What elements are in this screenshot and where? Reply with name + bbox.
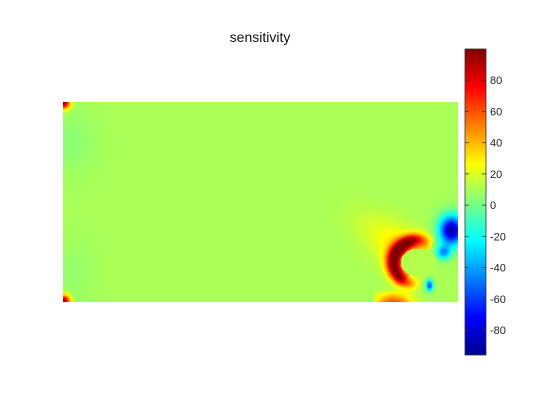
colorbar-tick-label: -80 (490, 325, 506, 337)
colorbar-tick-label: 0 (490, 200, 496, 212)
colorbar-tick-label: -60 (490, 294, 506, 306)
colorbar-tick-label: 60 (490, 106, 502, 118)
colorbar: 80 60 40 20 0 -20 -40 -60 -80 (464, 48, 506, 356)
chart-title: sensitivity (230, 29, 291, 45)
heatmap-plot (63, 102, 458, 302)
colorbar-tick-label: 20 (490, 169, 502, 181)
colorbar-tick-label: 80 (490, 75, 502, 87)
colorbar-gradient (464, 48, 487, 356)
heatmap-image (63, 102, 458, 302)
colorbar-tick-label: -20 (490, 231, 506, 243)
colorbar-tick-label: -40 (490, 263, 506, 275)
colorbar-tick-label: 40 (490, 138, 502, 150)
